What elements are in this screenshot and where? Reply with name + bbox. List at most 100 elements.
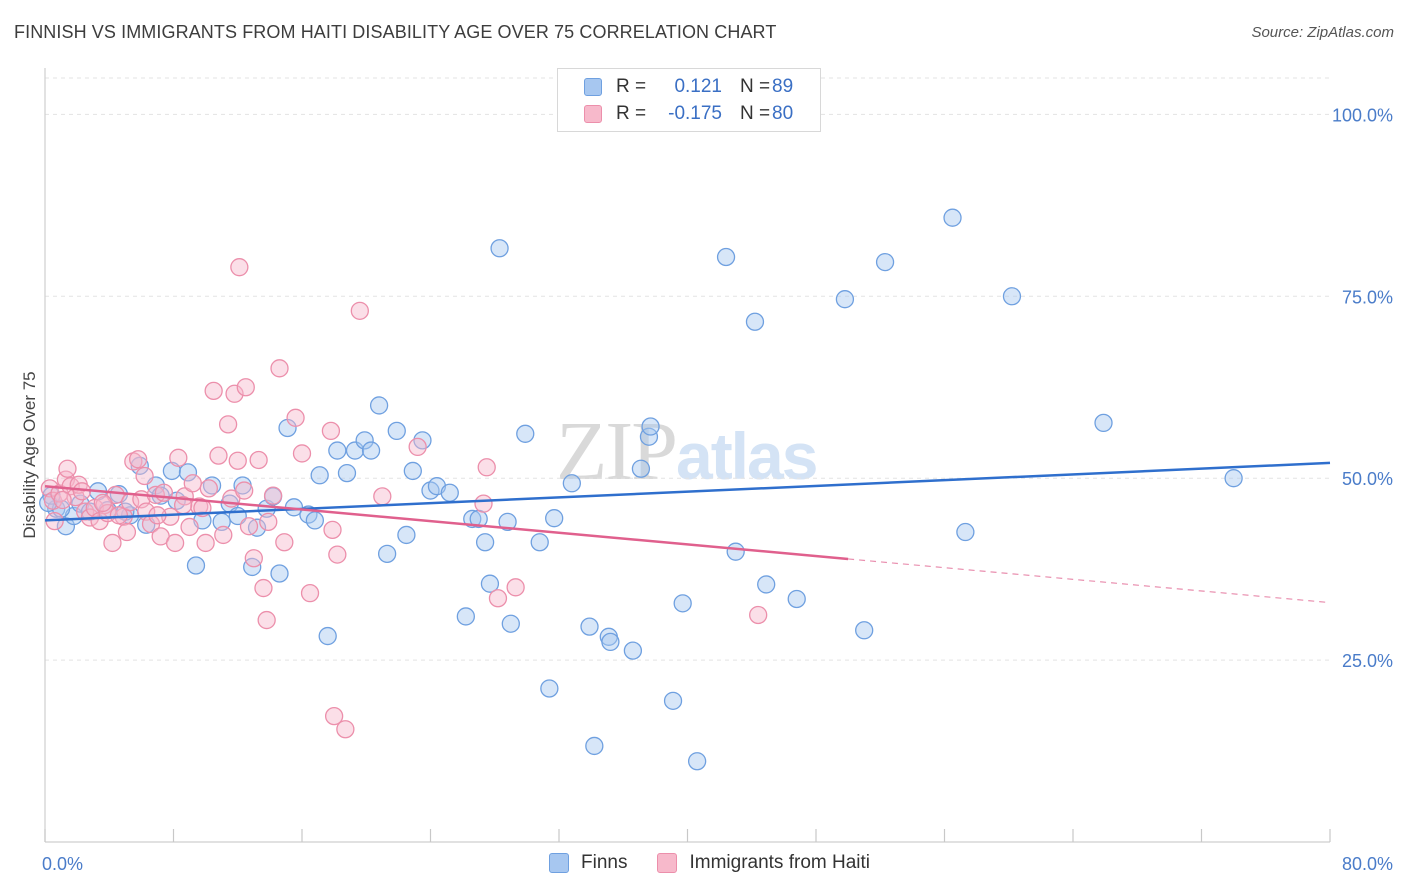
haiti-point [408, 437, 427, 457]
haiti-point [321, 421, 341, 441]
haiti-point [103, 533, 122, 553]
haiti-point [129, 450, 148, 469]
haiti-point [53, 490, 72, 510]
finns-point [716, 247, 736, 267]
legend-r-value: 0.121 [674, 76, 722, 97]
haiti-trend-extension [848, 558, 1331, 604]
finns-point [1002, 287, 1022, 306]
finns-point [787, 589, 806, 609]
finns-point [1224, 469, 1243, 488]
haiti-point [286, 408, 305, 427]
haiti-point [218, 415, 238, 434]
finns-point [757, 575, 776, 594]
haiti-point [244, 549, 263, 568]
finns-point [337, 463, 357, 483]
haiti-point [204, 381, 223, 401]
haiti-point [249, 450, 268, 470]
haiti-point [506, 578, 525, 597]
legend-n-label: N = [740, 76, 771, 97]
haiti-point [323, 520, 342, 540]
finns-point [835, 290, 855, 309]
axes [44, 68, 1331, 843]
finns-point [403, 461, 422, 481]
finns-point [516, 424, 535, 443]
legend-n-value: 89 [772, 76, 794, 97]
haiti-point [180, 517, 199, 537]
finns-point [631, 459, 651, 478]
haiti-point [324, 706, 344, 726]
series-legend-haiti: Immigrants from Haiti [657, 852, 870, 874]
finns-point [475, 533, 495, 552]
haiti-point [488, 589, 508, 608]
haiti-point [350, 301, 369, 320]
source-credit: Source: ZipAtlas.com [1251, 24, 1394, 41]
haiti-point [117, 522, 137, 542]
haiti-point [230, 258, 249, 277]
grid-lines [45, 77, 1330, 661]
haiti-point [183, 474, 202, 493]
haiti-point [749, 605, 768, 625]
legend-r-label: R = [616, 76, 647, 97]
finns-point [186, 556, 206, 575]
finns-point [641, 417, 660, 436]
y-tick-label: 50.0% [1342, 469, 1393, 489]
haiti-point [196, 533, 215, 553]
finns-point [540, 679, 559, 698]
finns-point [855, 621, 874, 640]
haiti-point [199, 479, 218, 498]
legend-n-label: N = [740, 103, 771, 124]
finns-point [875, 252, 895, 272]
watermark-atlas: atlas [676, 419, 818, 493]
finns-point [943, 208, 962, 227]
y-tick-label: 75.0% [1342, 287, 1393, 307]
finns-point [328, 441, 347, 460]
haiti-point [165, 533, 185, 553]
x-tick-label-min: 0.0% [42, 854, 83, 874]
y-axis-label: Disability Age Over 75 [20, 371, 39, 538]
haiti-point [292, 444, 312, 463]
finns-point [545, 509, 564, 528]
haiti-point [236, 378, 255, 397]
finns-point [562, 474, 581, 493]
tick-labels: 25.0% 50.0% 75.0% 100.0% 0.0% 80.0% [42, 105, 1393, 874]
finns-point [480, 574, 500, 593]
finns-point [456, 607, 475, 626]
haiti-point [43, 491, 63, 510]
series-finns [39, 208, 1243, 771]
series-legend: Finns Immigrants from Haiti [549, 852, 900, 874]
finns-point [956, 522, 975, 542]
finns-point [178, 463, 198, 482]
legend-r-label: R = [616, 103, 647, 124]
x-tick-label-max: 80.0% [1342, 854, 1393, 874]
finns-point [490, 239, 509, 258]
finns-point [585, 736, 604, 756]
haiti-point [336, 720, 355, 739]
haiti-point [275, 533, 294, 552]
finns-point [463, 509, 482, 529]
watermark: ZIPatlas [556, 402, 818, 500]
finns-point [355, 431, 374, 450]
legend-row-finns: R = 0.121 N = 89 [584, 75, 793, 99]
haiti-trend-line [44, 484, 849, 561]
haiti-point [228, 451, 247, 470]
trend-lines [44, 461, 1331, 604]
haiti-point [225, 384, 244, 403]
data-points [39, 208, 1243, 771]
finns-point [318, 626, 337, 646]
finns-point [663, 691, 683, 710]
legend-r-value: -0.175 [668, 103, 722, 124]
finns-point [369, 396, 389, 415]
series-label-haiti: Immigrants from Haiti [689, 852, 870, 873]
haiti-point [270, 359, 289, 378]
haiti-point [169, 448, 188, 467]
finns-point [202, 476, 222, 495]
finns-trend-line [44, 461, 1331, 522]
finns-point [361, 441, 381, 460]
series-swatch-finns [549, 853, 569, 873]
haiti-point [474, 494, 493, 513]
haiti-point [257, 610, 276, 630]
finns-point [601, 632, 620, 652]
haiti-point [373, 487, 392, 506]
finns-point [501, 614, 520, 633]
